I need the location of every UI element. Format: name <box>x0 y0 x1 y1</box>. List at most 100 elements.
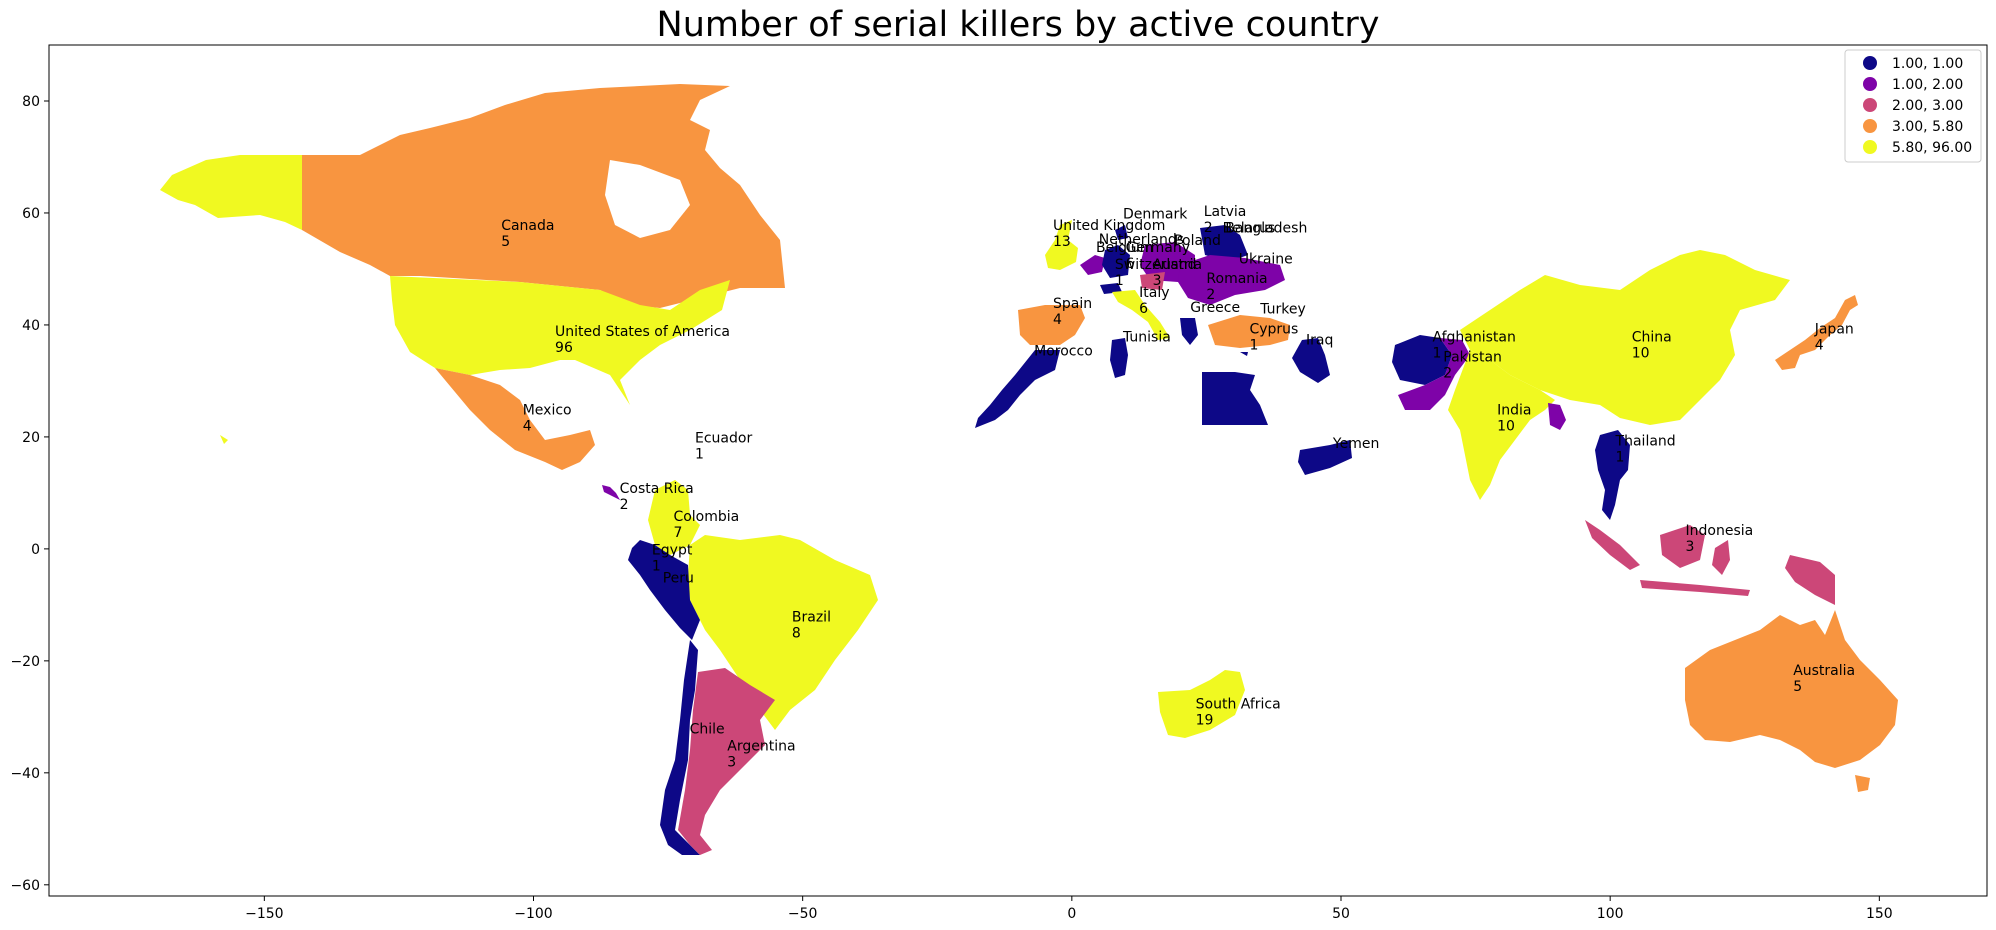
country-label: Mexico 4 <box>523 403 572 435</box>
country-label: Iraq <box>1306 333 1333 349</box>
country-label: Morocco <box>1034 344 1093 360</box>
country-shape-ecuador-peru <box>628 540 700 640</box>
country-label: Belarus <box>1223 221 1276 237</box>
country-name: Belarus <box>1223 221 1276 237</box>
legend-marker <box>1863 98 1877 112</box>
country-value: 2 <box>1206 287 1215 303</box>
legend-label: 2.00, 3.00 <box>1892 98 1963 114</box>
country-shape-austria <box>1140 272 1165 290</box>
y-tick-label: 0 <box>31 542 40 558</box>
y-tick-label: 60 <box>22 206 40 222</box>
country-shape-ukraine-romania <box>1178 255 1285 305</box>
country-name: United States of America <box>555 324 730 340</box>
country-name: Canada <box>501 218 554 234</box>
country-name: Yemen <box>1332 436 1379 452</box>
country-label: Bangladesh <box>1225 221 1307 237</box>
x-tick-label: 50 <box>1332 906 1350 922</box>
country-shape-egypt <box>1202 372 1268 425</box>
country-shape-costa-rica <box>602 485 620 500</box>
country-value: 3 <box>1686 539 1695 555</box>
country-label: Chile <box>690 722 725 738</box>
legend-box <box>1844 49 1982 163</box>
country-label: Thailand 1 <box>1615 433 1676 465</box>
country-value: 2 <box>1443 365 1452 381</box>
country-label: Greece <box>1190 300 1240 316</box>
country-label: Romania 2 <box>1206 271 1267 303</box>
country-value: 1 <box>1249 337 1258 353</box>
country-name: Ecuador <box>695 431 752 447</box>
country-name: Belgium <box>1096 240 1153 256</box>
country-value: 1 <box>1115 273 1124 289</box>
country-shape-tasmania <box>1855 775 1870 792</box>
country-name: Brazil <box>792 610 831 626</box>
country-shape-new-guinea <box>1785 555 1835 605</box>
country-label: Yemen <box>1332 436 1379 452</box>
y-tick-label: −20 <box>10 654 40 670</box>
y-tick-label: 80 <box>22 94 40 110</box>
country-shape-netherlands-belgium <box>1080 255 1105 275</box>
country-label: Switzerland 1 <box>1115 257 1197 289</box>
country-label: India 10 <box>1497 403 1531 435</box>
country-shape-cyprus <box>1240 352 1248 356</box>
country-shape-usa <box>390 276 730 405</box>
country-shapes <box>160 84 1898 855</box>
country-shape-switzerland <box>1100 283 1122 294</box>
country-label: Canada 5 <box>501 218 554 250</box>
country-shape-iraq <box>1292 338 1330 383</box>
country-name: Tunisia <box>1122 330 1171 346</box>
country-value: 5 <box>501 234 510 250</box>
country-name: Costa Rica <box>620 481 694 497</box>
x-tick-label: −100 <box>514 906 552 922</box>
country-shape-afghanistan <box>1392 335 1452 385</box>
country-name: Japan <box>1814 321 1854 337</box>
country-shape-spain <box>1018 305 1085 345</box>
country-name: Colombia <box>673 509 739 525</box>
country-name: Latvia <box>1204 204 1247 220</box>
country-name: Denmark <box>1123 207 1188 223</box>
country-shape-morocco <box>975 350 1060 428</box>
country-label: Italy 6 <box>1139 285 1169 317</box>
country-label: Brazil 8 <box>792 610 831 642</box>
country-label: Egypt 1 <box>652 542 693 574</box>
country-label: Denmark <box>1123 207 1188 223</box>
country-label: Austria 3 <box>1153 257 1202 289</box>
country-value: 6 <box>1126 256 1135 272</box>
legend-marker <box>1863 56 1877 70</box>
country-shape-chile <box>660 640 700 855</box>
country-name: Italy <box>1139 285 1169 301</box>
country-value: 6 <box>1139 301 1148 317</box>
x-tick-label: −50 <box>788 906 818 922</box>
country-label: Poland <box>1174 233 1221 249</box>
country-shape-latvia-belarus <box>1200 225 1248 262</box>
country-name: Indonesia <box>1686 523 1754 539</box>
country-name: Morocco <box>1034 344 1093 360</box>
country-name: Peru <box>663 570 694 586</box>
axes: −150 −100 −50 0 50 100 150 −60 −40 −20 0 20 40 60 80 <box>10 94 1892 922</box>
country-value: 4 <box>1053 312 1062 328</box>
country-shape-brazil <box>688 535 878 730</box>
country-name: Egypt <box>652 542 693 558</box>
country-shape-lesser-sunda <box>1640 580 1750 596</box>
country-name: Germany <box>1126 240 1190 256</box>
country-shape-canada <box>302 84 785 308</box>
country-shape-borneo <box>1660 525 1705 568</box>
country-shape-tunisia <box>1110 338 1128 378</box>
country-name: Switzerland <box>1115 257 1197 273</box>
legend-marker <box>1863 140 1877 154</box>
country-shape-turkey <box>1208 315 1290 348</box>
country-label: Netherlands <box>1099 232 1184 248</box>
country-shape-alaska <box>160 155 302 230</box>
legend: 1.00, 1.00 1.00, 2.00 2.00, 3.00 3.00, 5.80… <box>1844 49 1982 163</box>
country-label: Spain 4 <box>1053 296 1092 328</box>
country-label: Turkey <box>1259 302 1306 318</box>
country-name: India <box>1497 403 1531 419</box>
country-shape-argentina <box>678 668 775 855</box>
country-name: Poland <box>1174 233 1221 249</box>
country-value: 1 <box>1616 449 1625 465</box>
country-label: Colombia 7 <box>673 509 739 541</box>
country-value: 2 <box>620 497 629 513</box>
chart-title: Number of serial killers by active count… <box>657 5 1380 45</box>
country-label: Pakistan 2 <box>1443 349 1502 381</box>
country-value: 8 <box>792 626 801 642</box>
